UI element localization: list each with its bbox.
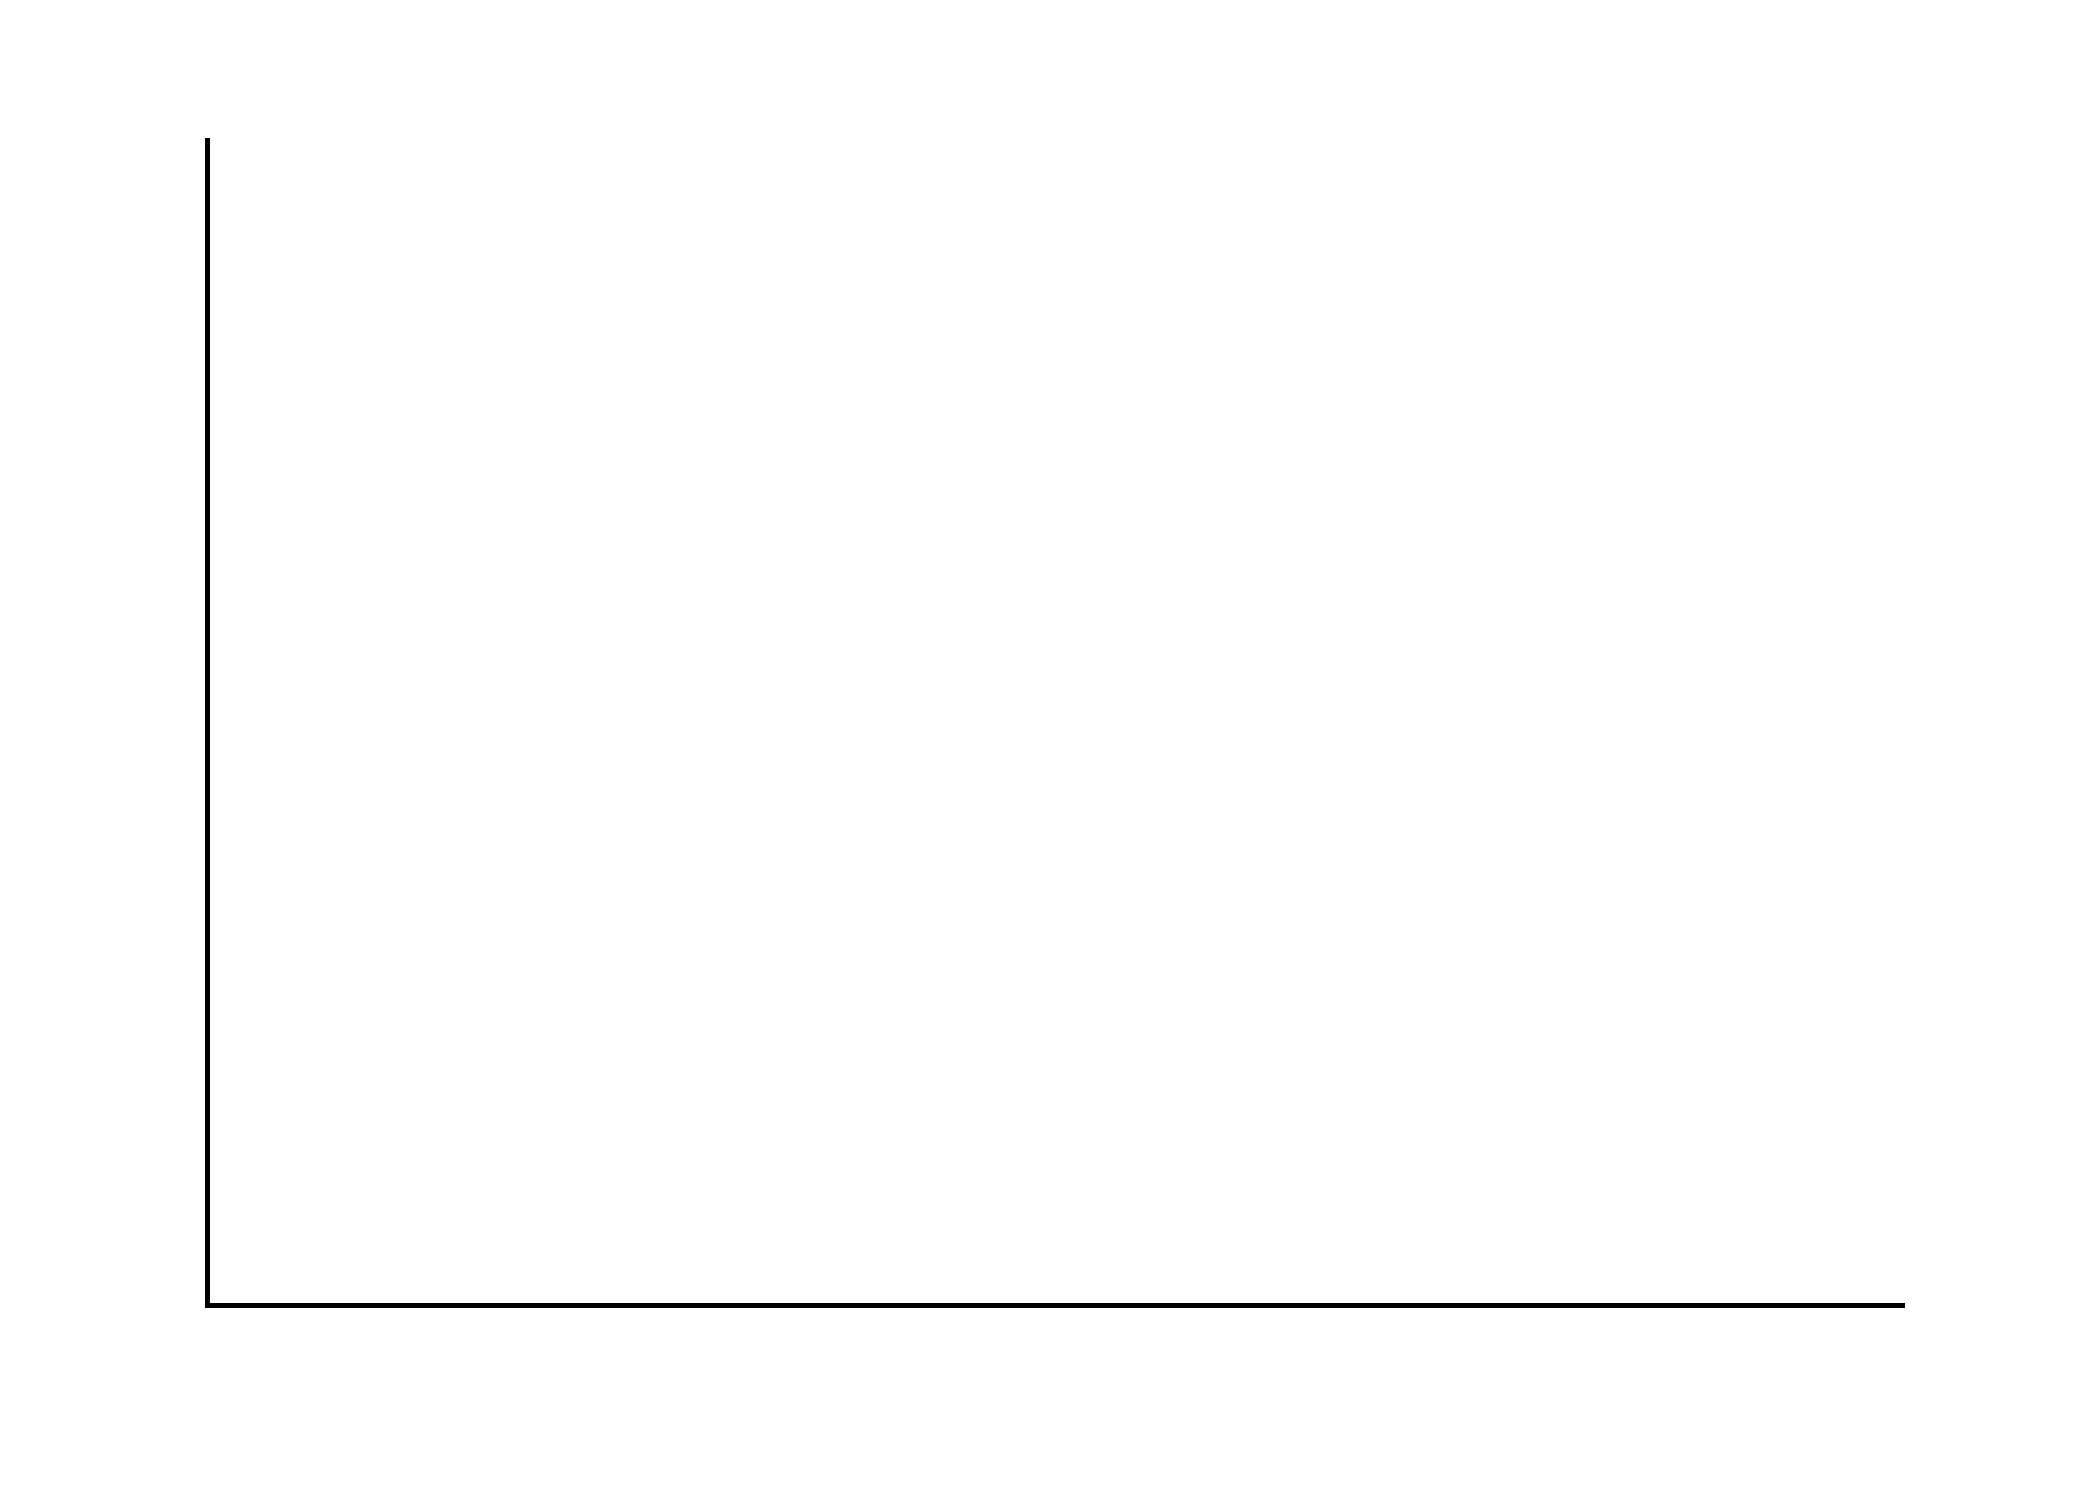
colorbar-gradient (1925, 580, 1991, 892)
colorbar (1925, 580, 1991, 892)
y-axis-spine (205, 138, 210, 1308)
x-axis-spine (205, 1303, 1905, 1308)
